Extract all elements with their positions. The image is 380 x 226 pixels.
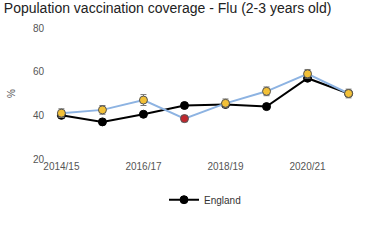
svg-text:2018/19: 2018/19 — [207, 161, 244, 172]
svg-text:60: 60 — [33, 66, 45, 77]
svg-text:2020/21: 2020/21 — [289, 161, 326, 172]
svg-text:%: % — [6, 89, 17, 98]
svg-text:England: England — [204, 195, 241, 206]
svg-text:80: 80 — [33, 23, 45, 34]
svg-text:2014/15: 2014/15 — [43, 161, 80, 172]
svg-text:20: 20 — [33, 154, 45, 165]
svg-text:Population vaccination coverag: Population vaccination coverage - Flu (2… — [4, 0, 332, 16]
svg-text:2016/17: 2016/17 — [125, 161, 162, 172]
svg-text:40: 40 — [33, 110, 45, 121]
